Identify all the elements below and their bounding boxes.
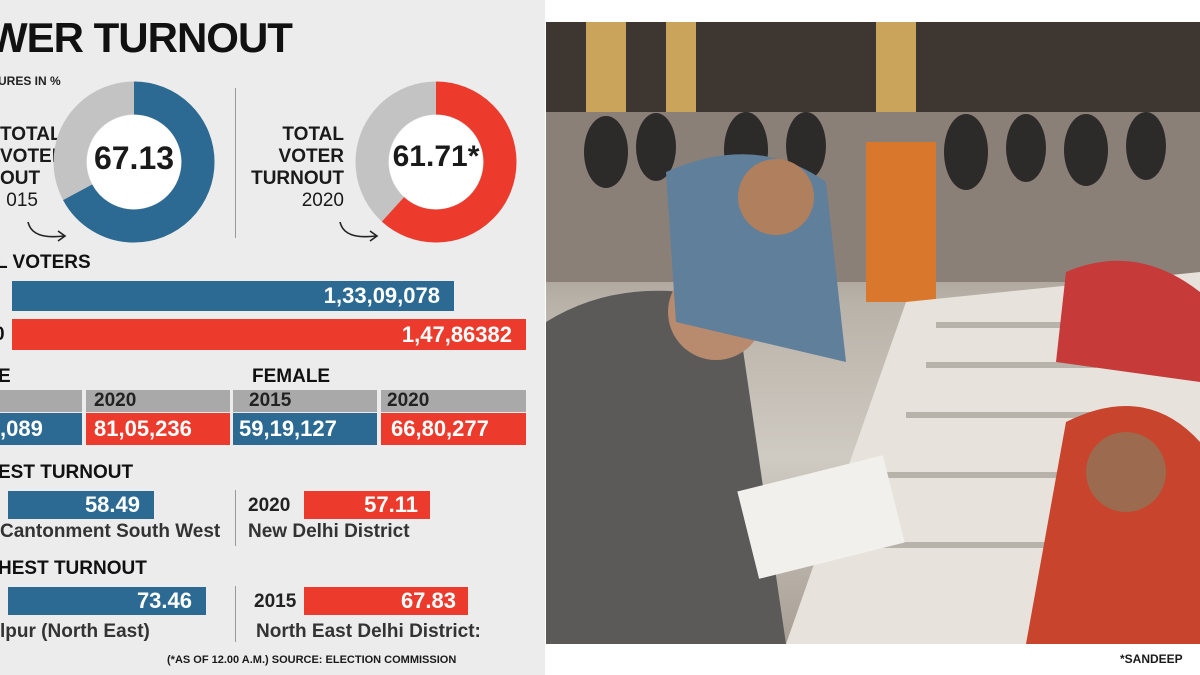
female-2020-value: 66,80,277 <box>381 413 526 445</box>
donut-2020-label: TOTAL VOTER TURNOUT 2020 <box>248 124 344 212</box>
donut-2015-label: TOTAL VOTER OUT 015 <box>0 124 66 212</box>
total-voters-2015-bar: 1,33,09,078 <box>12 281 454 311</box>
highest-divider <box>235 586 236 642</box>
photo-credit: *SANDEEP <box>1120 652 1183 666</box>
donut-2020 <box>355 81 517 243</box>
female-2020-header: 2020 <box>381 390 526 412</box>
lowest-turnout-heading: EST TURNOUT <box>0 462 134 483</box>
donut-2020-value: 61.71* <box>392 140 480 173</box>
male-2015-value: ,089 <box>0 413 82 445</box>
donut-2015-label-line: VOTER <box>0 146 66 167</box>
lowest-divider <box>235 490 236 546</box>
headline: WER TURNOUT <box>0 14 293 61</box>
donut-2020-label-line: VOTER <box>278 146 344 167</box>
male-heading: E <box>0 366 11 387</box>
total-voters-heading: L VOTERS <box>0 252 91 273</box>
news-photo <box>546 22 1200 644</box>
donut-2015-hole <box>87 115 181 209</box>
highest-right-place: North East Delhi District: <box>256 621 481 642</box>
total-voters-2020-bar: 1,47,86382 <box>12 319 526 350</box>
female-2015-value: 59,19,127 <box>233 413 377 445</box>
donut-2020-label-line: TOTAL <box>282 124 344 145</box>
infographic-panel: WER TURNOUT URES IN % TOTAL VOTER OUT 01… <box>0 0 545 675</box>
highest-left-bar: 73.46 <box>8 587 206 615</box>
donut-2015-label-line: TOTAL <box>0 124 62 145</box>
highest-right-year: 2015 <box>254 591 297 612</box>
donut-2015-value: 67.13 <box>93 140 175 176</box>
donut-2015 <box>53 81 215 243</box>
donut-2020-label-line: 2020 <box>301 190 344 211</box>
female-heading: FEMALE <box>252 366 331 387</box>
figures-note: URES IN % <box>0 74 61 88</box>
curved-arrow-icon <box>27 221 67 242</box>
donut-2015-arc <box>53 81 215 243</box>
source-note: (*AS OF 12.00 A.M.) SOURCE: ELECTION COM… <box>167 654 457 666</box>
polling-booth-photo <box>546 22 1200 644</box>
lowest-left-bar: 58.49 <box>8 491 154 519</box>
total-voters-2020-label: 0 <box>0 324 5 346</box>
lowest-right-year: 2020 <box>248 495 291 516</box>
lowest-right-bar: 57.11 <box>304 491 430 519</box>
donut-divider <box>235 88 236 238</box>
highest-turnout-heading: HEST TURNOUT <box>0 558 147 579</box>
lowest-left-place: Cantonment South West <box>0 521 221 542</box>
donut-2020-hole <box>389 115 483 209</box>
highest-left-place: lpur (North East) <box>0 621 150 642</box>
donut-2020-arc <box>355 81 517 243</box>
male-2020-value: 81,05,236 <box>86 413 230 445</box>
lowest-right-place: New Delhi District <box>248 521 410 542</box>
male-2020-header: 2020 <box>86 390 230 412</box>
male-2015-header <box>0 390 82 412</box>
donut-2015-label-line: 015 <box>6 190 38 211</box>
donut-2015-label-line: OUT <box>0 168 41 189</box>
female-2015-header: 2015 <box>233 390 377 412</box>
highest-right-bar: 67.83 <box>304 587 468 615</box>
donut-2020-label-line: TURNOUT <box>251 168 344 189</box>
curved-arrow-icon <box>339 221 379 242</box>
